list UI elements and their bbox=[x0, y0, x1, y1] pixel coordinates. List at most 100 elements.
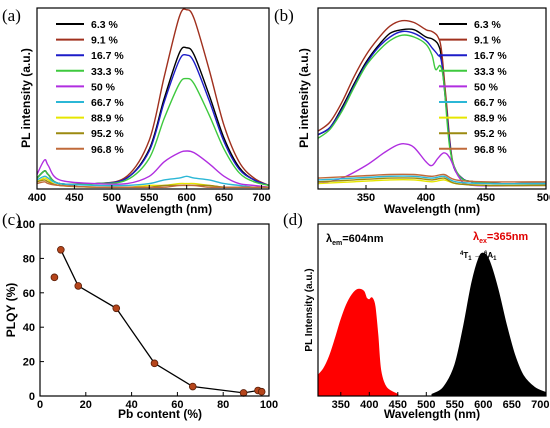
panel-a-series-line bbox=[36, 77, 270, 187]
panel-a-x-ticks: 400 450 500 550 600 650 700 bbox=[28, 185, 271, 204]
panel-b-series-line bbox=[317, 177, 547, 187]
panel-d-xtick-label: 600 bbox=[474, 399, 492, 411]
panel-a-xtick-label: 450 bbox=[65, 192, 83, 204]
panel-a-xtick-label: 400 bbox=[28, 192, 46, 204]
panel-c-xtick-label: 100 bbox=[260, 399, 278, 411]
panel-d: (d) 350 400 450 500 550 600 650 700 Wavelength … bbox=[283, 210, 549, 421]
panel-b-xtick-label: 350 bbox=[357, 192, 375, 204]
panel-c-data-point bbox=[257, 387, 266, 396]
panel-b-series-line bbox=[317, 28, 546, 185]
panel-c-ylabel: PLQY (%) bbox=[4, 283, 18, 337]
panel-c-y-ticks: 0 20 40 60 80 100 bbox=[17, 219, 44, 403]
panel-d-xtick-label: 500 bbox=[417, 399, 435, 411]
panel-c-data-point bbox=[150, 359, 159, 368]
panel-c-plot-area bbox=[50, 246, 266, 397]
panel-c-data-point bbox=[57, 246, 65, 254]
panel-c-x-ticks: 0 20 40 60 80 100 bbox=[37, 392, 278, 411]
panel-a-xtick-label: 550 bbox=[140, 192, 158, 204]
panel-b-series-line bbox=[317, 19, 546, 185]
panel-c-ytick-label: 60 bbox=[23, 288, 35, 300]
panel-d-em-annotation: λem=604nm bbox=[326, 233, 384, 247]
panel-b-ylabel: PL intensity (a.u.) bbox=[297, 48, 311, 148]
panel-c-xtick-label: 20 bbox=[80, 399, 92, 411]
panel-b-frame bbox=[317, 7, 547, 190]
panel-a-xtick-label: 700 bbox=[252, 192, 270, 204]
panel-b-legend-label: 9.1 % bbox=[474, 35, 502, 47]
panel-a-series-line bbox=[36, 46, 270, 187]
panel-a-legend-label: 96.8 % bbox=[91, 144, 124, 156]
panel-c-data-point bbox=[50, 273, 59, 282]
panel-d-xtick-label: 650 bbox=[503, 399, 521, 411]
panel-a-legend: 6.3 % 9.1 % 16.7 % 33.3 % 50 % 66.7 % 88.9 % 95… bbox=[56, 19, 124, 156]
panel-d-excitation-area bbox=[317, 288, 399, 397]
panel-b-xtick-label: 500 bbox=[537, 192, 550, 204]
panel-c-frame bbox=[39, 223, 270, 397]
panel-b-legend-label: 95.2 % bbox=[474, 128, 507, 140]
panel-b-series-line bbox=[317, 175, 547, 185]
panel-c-ytick-label: 100 bbox=[17, 219, 35, 231]
panel-a-xtick-label: 500 bbox=[103, 192, 121, 204]
panel-b-xlabel: Wavelength (nm) bbox=[384, 202, 480, 216]
panel-c-ytick-label: 80 bbox=[23, 253, 35, 265]
panel-c-ytick-label: 40 bbox=[23, 322, 35, 334]
panel-b-plot-area bbox=[317, 19, 547, 187]
panel-a-series-line bbox=[36, 150, 270, 188]
panel-c-ytick-label: 0 bbox=[29, 391, 35, 403]
panel-b-letter: (b) bbox=[274, 6, 294, 25]
panel-d-plot-area bbox=[317, 252, 547, 397]
panel-b-series-line bbox=[317, 173, 547, 183]
panel-c-ytick-label: 20 bbox=[23, 357, 35, 369]
panel-a-legend-label: 33.3 % bbox=[91, 66, 124, 78]
panel-d-xtick-label: 350 bbox=[332, 399, 350, 411]
panel-d-ex-annotation: λex=365nm bbox=[473, 231, 528, 245]
panel-b-series-line bbox=[317, 143, 547, 187]
panel-a-legend-label: 95.2 % bbox=[91, 128, 124, 140]
panel-b-legend-label: 16.7 % bbox=[474, 50, 507, 62]
panel-a-legend-label: 66.7 % bbox=[91, 97, 124, 109]
panel-b-legend-label: 88.9 % bbox=[474, 113, 507, 125]
panel-a-ylabel: PL intensity (a.u.) bbox=[19, 48, 33, 148]
panel-a-legend-label: 9.1 % bbox=[91, 35, 119, 47]
panel-b-legend-label: 33.3 % bbox=[474, 66, 507, 78]
panel-d-xtick-label: 400 bbox=[360, 399, 378, 411]
panel-c-data-point bbox=[239, 389, 248, 397]
panel-a-xtick-label: 600 bbox=[177, 192, 195, 204]
panel-d-xtick-label: 700 bbox=[531, 399, 549, 411]
panel-a-frame bbox=[36, 7, 270, 190]
panel-a-series-line bbox=[36, 181, 269, 189]
panel-c-xtick-label: 40 bbox=[125, 399, 137, 411]
panel-d-xtick-label: 550 bbox=[446, 399, 464, 411]
panel-c-data-point bbox=[74, 282, 83, 290]
panel-c-xlabel: Pb content (%) bbox=[118, 407, 202, 421]
panel-a-xtick-label: 650 bbox=[215, 192, 233, 204]
panel-a-legend-label: 88.9 % bbox=[91, 113, 124, 125]
panel-b-legend-label: 66.7 % bbox=[474, 97, 507, 109]
panel-d-x-ticks: 350 400 450 500 550 600 650 700 bbox=[332, 392, 549, 411]
panel-b-legend-label: 50 % bbox=[474, 81, 499, 93]
panel-c-xtick-label: 60 bbox=[171, 399, 183, 411]
panel-b-legend: 6.3 % 9.1 % 16.7 % 33.3 % 50 % 66.7 % 88.9 % 95… bbox=[439, 19, 507, 156]
panel-c-data-point bbox=[112, 304, 121, 313]
panel-b: (b) 350 400 450 500 Wavelength (nm) PL inte… bbox=[274, 6, 550, 216]
panel-d-letter: (d) bbox=[283, 210, 303, 229]
panel-a-plot-area bbox=[36, 8, 270, 189]
panel-a-xlabel: Wavelength (nm) bbox=[116, 202, 212, 216]
panel-d-xtick-label: 450 bbox=[389, 399, 407, 411]
panel-b-x-ticks: 350 400 450 500 bbox=[357, 185, 550, 204]
panel-a-letter: (a) bbox=[2, 6, 21, 25]
panel-a-legend-label: 50 % bbox=[91, 81, 116, 93]
panel-d-ylabel: PL Intensity (a.u.) bbox=[304, 268, 315, 351]
panel-b-series-line bbox=[317, 34, 546, 185]
panel-d-transition-label: 4T1 → 6A1 bbox=[460, 251, 497, 262]
panel-c: (c) 0 20 40 60 80 100 0 20 40 60 80 100 Pb content… bbox=[2, 210, 278, 421]
panel-a-legend-label: 16.7 % bbox=[91, 50, 124, 62]
panel-b-legend-label: 96.8 % bbox=[474, 144, 507, 156]
panel-c-letter: (c) bbox=[2, 210, 21, 229]
panel-b-legend-label: 6.3 % bbox=[474, 19, 502, 31]
panel-d-emission-area bbox=[431, 252, 547, 397]
panel-a: (a) 400 450 500 550 600 650 700 Wavelength (nm… bbox=[2, 6, 271, 216]
panel-d-xlabel: Wavelength (nm) bbox=[384, 407, 480, 421]
panel-b-xtick-label: 450 bbox=[477, 192, 495, 204]
panel-c-trend-line bbox=[60, 249, 262, 394]
